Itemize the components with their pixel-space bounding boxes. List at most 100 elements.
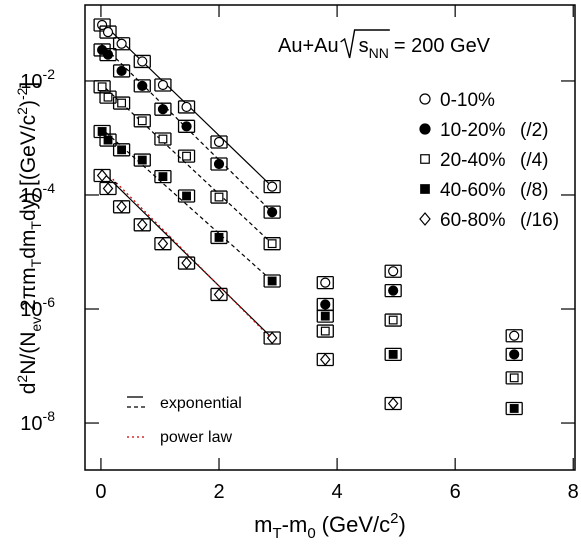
- data-point: [267, 239, 277, 249]
- y-label-part: 2: [14, 375, 30, 383]
- y-tick-label: 10-4: [20, 180, 55, 207]
- x-label-part: m: [254, 512, 272, 537]
- error-bar: [112, 143, 131, 157]
- y-tick-base: 10: [20, 71, 42, 93]
- y-tick-exponent: -6: [43, 294, 56, 310]
- y-label-part: ev: [28, 317, 44, 332]
- y-label-part: dm: [17, 230, 40, 259]
- x-tick-label: 0: [95, 481, 106, 503]
- annotation-rest: = 200 GeV: [394, 35, 491, 57]
- legend-scale: (/2): [520, 120, 549, 141]
- data-point: [182, 191, 191, 201]
- error-bar: [112, 96, 131, 110]
- error-bar: [154, 132, 172, 146]
- y-label-part: N/(N: [17, 332, 40, 375]
- annotation: Au+Au sNN = 200 GeV: [278, 35, 491, 61]
- error-bar: [154, 78, 172, 92]
- data-point: [387, 397, 399, 410]
- data-point: [388, 266, 399, 277]
- error-bar: [384, 347, 402, 362]
- error-bar: [210, 157, 228, 171]
- data-point: [214, 192, 224, 202]
- legend-marker: [420, 154, 430, 164]
- x-tick-label: 8: [568, 481, 579, 503]
- error-bar: [505, 329, 523, 343]
- data-point: [102, 182, 114, 195]
- data-point: [137, 116, 147, 126]
- error-bar: [133, 54, 151, 69]
- data-point: [267, 181, 278, 192]
- legend-marker: [419, 212, 431, 226]
- x-label-sup: 2: [390, 510, 398, 527]
- data-point: [181, 256, 192, 270]
- y-label-part: T: [28, 258, 44, 267]
- x-tick-label: 2: [213, 481, 224, 503]
- data-point: [157, 79, 169, 91]
- error-bar: [112, 64, 131, 78]
- data-point: [136, 218, 148, 232]
- y-tick-base: 10: [20, 413, 42, 435]
- data-point: [116, 200, 127, 214]
- data-point: [96, 169, 108, 182]
- error-bar: [505, 347, 523, 362]
- y-tick-exponent: -4: [43, 180, 56, 196]
- y-label-part: 2πm: [17, 267, 40, 317]
- error-bar: [316, 324, 334, 338]
- y-tick-label: 10-2: [20, 66, 55, 93]
- data-point: [181, 121, 192, 132]
- legend-scale: (/16): [520, 210, 559, 231]
- data-point: [213, 136, 225, 148]
- x-tick-label: 6: [450, 481, 461, 503]
- error-bar: [133, 79, 151, 93]
- error-bar: [99, 47, 117, 62]
- data-point: [103, 92, 113, 102]
- y-tick-base: 10: [20, 299, 42, 321]
- data-point: [103, 135, 113, 145]
- annotation-sqrt-sub: NN: [369, 45, 389, 61]
- x-label-part: ): [398, 512, 405, 537]
- data-point: [509, 373, 519, 383]
- legend-label: 10-20%: [440, 120, 506, 141]
- y-tick-exponent: -2: [43, 66, 56, 82]
- error-bar: [210, 135, 228, 149]
- data-point: [181, 101, 192, 113]
- data-point: [214, 233, 224, 242]
- data-point: [320, 277, 331, 288]
- data-point: [116, 65, 127, 77]
- y-label-part: dy) [(GeV/c: [17, 115, 40, 221]
- error-bar: [384, 283, 402, 298]
- data-point: [267, 276, 277, 286]
- error-bar: [263, 205, 281, 219]
- x-label-sub: 0: [307, 525, 315, 542]
- data-point: [117, 145, 127, 155]
- fit-legend-label: exponential: [160, 395, 242, 412]
- data-point: [116, 38, 127, 49]
- data-point: [320, 311, 330, 321]
- data-point: [137, 56, 148, 67]
- x-label-part: (GeV/c: [322, 512, 390, 537]
- data-point: [102, 49, 114, 60]
- error-bar: [133, 153, 151, 167]
- y-label-part: ): [17, 100, 40, 107]
- plot-frame: [84, 4, 576, 471]
- error-bar: [316, 309, 334, 323]
- y-tick-base: 10: [20, 185, 42, 207]
- error-bar: [263, 274, 281, 288]
- legend-marker: [419, 123, 431, 135]
- legend-label: 60-80%: [440, 210, 506, 231]
- error-bar: [505, 371, 523, 385]
- data-point: [509, 349, 520, 360]
- data-point: [157, 104, 169, 115]
- x-axis-label: mT-m0 (GeV/c2): [254, 510, 406, 542]
- fit-legend-label: power law: [160, 429, 232, 446]
- data-point: [213, 158, 225, 170]
- error-bar: [133, 114, 151, 128]
- data-point: [509, 330, 520, 341]
- data-point: [388, 349, 398, 359]
- data-point: [266, 331, 278, 345]
- error-bar: [154, 102, 172, 116]
- error-bar: [154, 169, 172, 184]
- error-bar: [177, 119, 196, 133]
- data-point: [157, 237, 169, 251]
